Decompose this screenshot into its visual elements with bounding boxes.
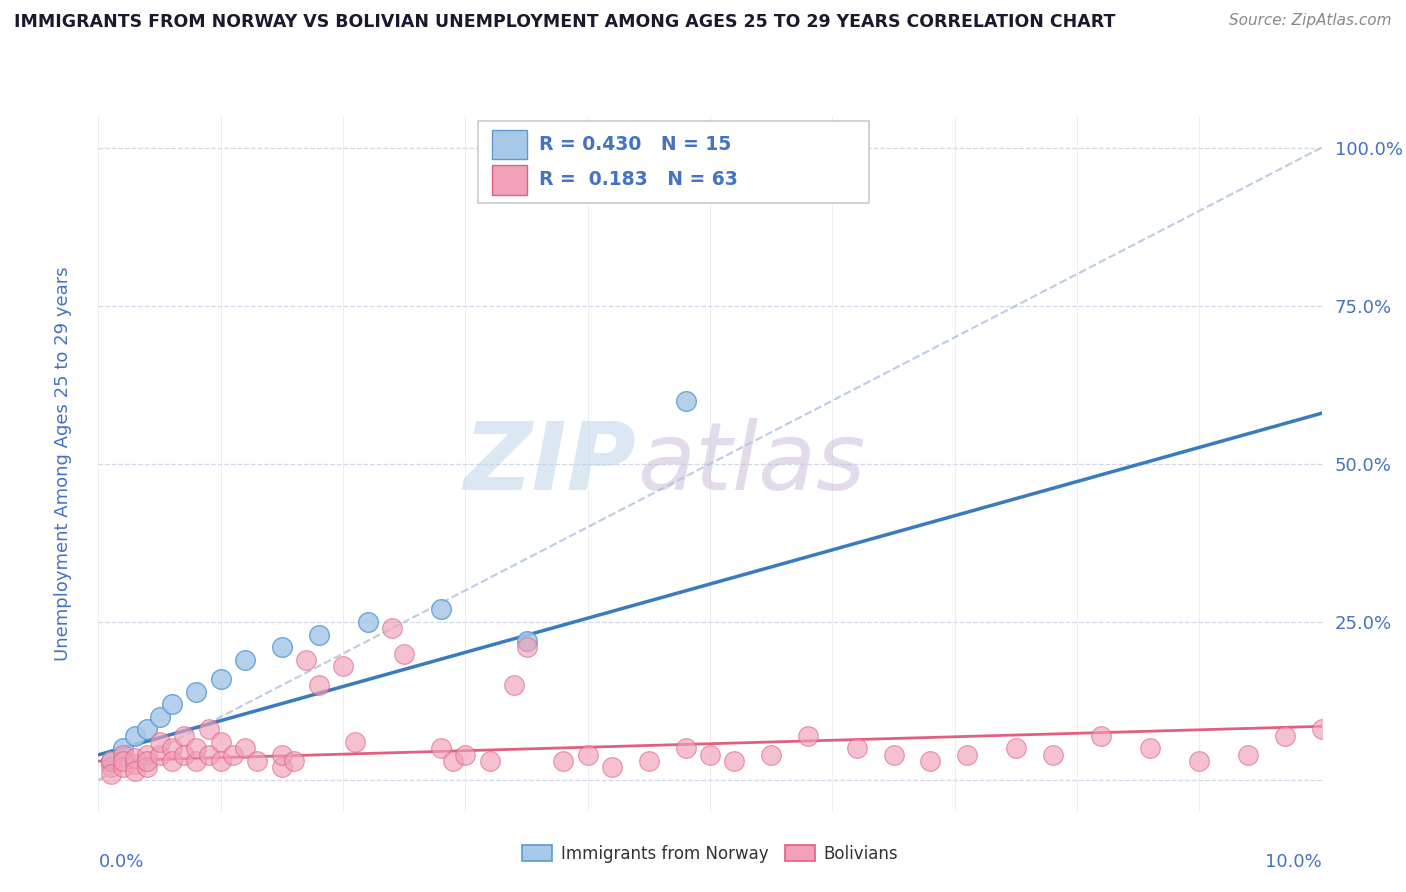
- Point: [197, 723, 219, 737]
- Point: [454, 747, 477, 762]
- Point: [478, 754, 501, 768]
- Point: [160, 741, 183, 756]
- Point: [136, 754, 159, 768]
- Point: [124, 729, 146, 743]
- Point: [516, 634, 538, 648]
- Point: [283, 754, 305, 768]
- Point: [430, 741, 453, 756]
- Point: [197, 747, 219, 762]
- Point: [270, 640, 292, 655]
- Point: [332, 659, 354, 673]
- Text: 0.0%: 0.0%: [98, 854, 143, 871]
- Point: [430, 602, 453, 616]
- Point: [246, 754, 269, 768]
- Point: [270, 747, 292, 762]
- Point: [675, 741, 697, 756]
- Point: [136, 747, 159, 762]
- Point: [516, 640, 538, 655]
- Point: [308, 627, 330, 641]
- Point: [233, 741, 256, 756]
- Point: [1188, 754, 1211, 768]
- Point: [173, 747, 195, 762]
- Point: [956, 747, 979, 762]
- Point: [111, 754, 134, 768]
- Point: [209, 672, 232, 686]
- Point: [124, 757, 146, 772]
- Point: [344, 735, 367, 749]
- Point: [186, 684, 208, 698]
- FancyBboxPatch shape: [492, 130, 527, 159]
- Point: [356, 615, 378, 629]
- Point: [100, 754, 122, 768]
- Point: [723, 754, 745, 768]
- Point: [111, 741, 134, 756]
- Point: [553, 754, 575, 768]
- Point: [160, 754, 183, 768]
- Point: [233, 653, 256, 667]
- Point: [392, 647, 416, 661]
- Point: [149, 735, 172, 749]
- Point: [295, 653, 318, 667]
- Text: atlas: atlas: [637, 418, 865, 509]
- Text: ZIP: ZIP: [464, 417, 637, 510]
- Point: [149, 747, 172, 762]
- Point: [1042, 747, 1064, 762]
- Point: [160, 697, 183, 711]
- Legend: Immigrants from Norway, Bolivians: Immigrants from Norway, Bolivians: [516, 838, 904, 870]
- Point: [136, 760, 159, 774]
- Point: [209, 754, 232, 768]
- Point: [503, 678, 526, 692]
- Point: [1237, 747, 1260, 762]
- Point: [381, 621, 404, 635]
- Text: IMMIGRANTS FROM NORWAY VS BOLIVIAN UNEMPLOYMENT AMONG AGES 25 TO 29 YEARS CORREL: IMMIGRANTS FROM NORWAY VS BOLIVIAN UNEMP…: [14, 13, 1115, 31]
- Point: [186, 741, 208, 756]
- Point: [1310, 723, 1333, 737]
- Point: [222, 747, 245, 762]
- Point: [111, 760, 134, 774]
- Point: [637, 754, 661, 768]
- Point: [100, 754, 122, 768]
- Point: [600, 760, 623, 774]
- FancyBboxPatch shape: [478, 120, 869, 203]
- Text: R =  0.183   N = 63: R = 0.183 N = 63: [538, 169, 738, 188]
- Point: [173, 729, 195, 743]
- Point: [308, 678, 330, 692]
- Point: [441, 754, 464, 768]
- Point: [797, 729, 820, 743]
- Point: [111, 747, 134, 762]
- Point: [1274, 729, 1296, 743]
- Point: [675, 393, 697, 408]
- Point: [149, 710, 172, 724]
- Y-axis label: Unemployment Among Ages 25 to 29 years: Unemployment Among Ages 25 to 29 years: [53, 267, 72, 661]
- Point: [759, 747, 782, 762]
- Point: [270, 760, 292, 774]
- Point: [883, 747, 905, 762]
- FancyBboxPatch shape: [492, 165, 527, 194]
- Point: [920, 754, 942, 768]
- Point: [845, 741, 868, 756]
- Text: 10.0%: 10.0%: [1265, 854, 1322, 871]
- Point: [136, 723, 159, 737]
- Text: Source: ZipAtlas.com: Source: ZipAtlas.com: [1229, 13, 1392, 29]
- Point: [124, 751, 146, 765]
- Point: [124, 764, 146, 778]
- Point: [576, 747, 599, 762]
- Point: [1004, 741, 1026, 756]
- Point: [1090, 729, 1112, 743]
- Point: [186, 754, 208, 768]
- Point: [209, 735, 232, 749]
- Point: [1139, 741, 1161, 756]
- Point: [100, 766, 122, 780]
- Text: R = 0.430   N = 15: R = 0.430 N = 15: [538, 136, 731, 154]
- Point: [100, 760, 122, 774]
- Point: [699, 747, 721, 762]
